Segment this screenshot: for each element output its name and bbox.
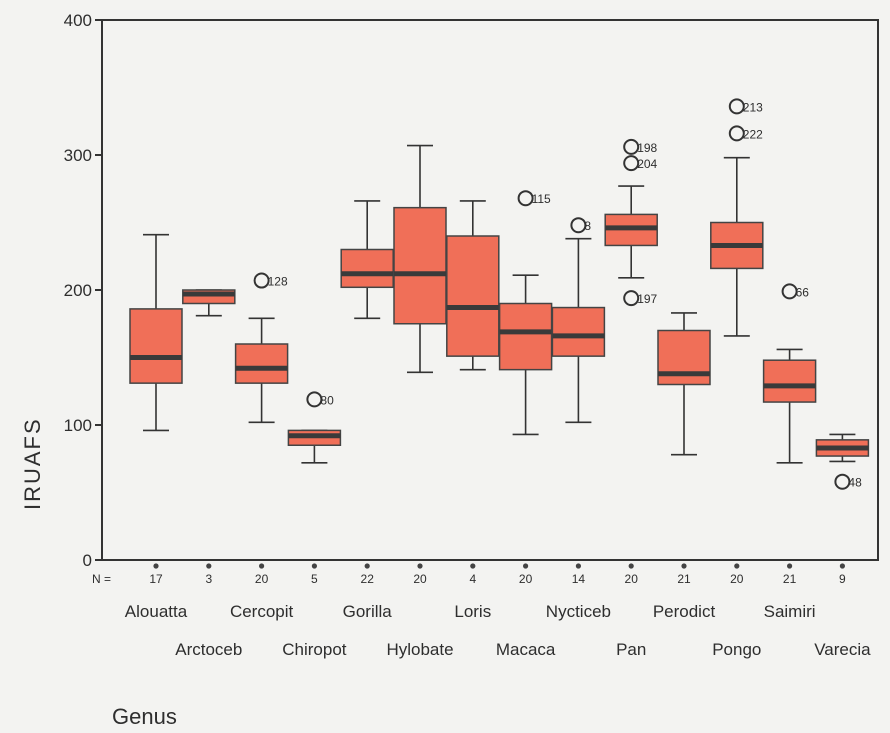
x-tick-label: Alouatta (125, 602, 188, 621)
x-tick-label: Arctoceb (175, 640, 242, 659)
box-pongo: 213 222 (710, 98, 764, 337)
n-dot (575, 563, 582, 569)
outlier-label: 48 (848, 476, 862, 490)
outlier-point (728, 125, 745, 142)
box-nycticeb: 8 (551, 217, 606, 424)
n-value: 21 (783, 572, 797, 586)
box-saimiri: 66 (762, 283, 817, 464)
outlier-point (623, 138, 640, 155)
n-value: 14 (572, 572, 586, 586)
x-tick-label: Macaca (496, 640, 556, 659)
n-dot (417, 563, 423, 569)
outlier-point (517, 190, 534, 207)
n-dot (787, 563, 793, 569)
x-tick-label: Perodict (653, 602, 716, 621)
outlier-label: 128 (268, 275, 288, 289)
n-value: 20 (625, 572, 639, 586)
n-label: N = (92, 572, 111, 586)
iqr-box (393, 206, 447, 325)
n-value: 20 (413, 572, 427, 586)
iqr-box (657, 329, 711, 386)
outlier-point (306, 391, 323, 408)
n-dot (259, 563, 265, 569)
box-pan: 198 204 197 (604, 138, 658, 307)
outlier-point (253, 272, 270, 289)
outlier-label: 222 (743, 127, 763, 141)
n-dot (206, 563, 212, 569)
outlier-label: 115 (532, 192, 551, 206)
x-tick-label: Varecia (814, 640, 871, 659)
x-axis-label: Genus (112, 704, 177, 729)
box-chiropot: 80 (287, 391, 342, 464)
outlier-point (623, 290, 640, 307)
outlier-label: 8 (584, 219, 591, 233)
outlier-label: 198 (637, 141, 657, 155)
iqr-box (551, 306, 606, 357)
outlier-point (834, 473, 851, 490)
box-gorilla (340, 200, 394, 320)
x-tick-label: Chiropot (282, 640, 347, 659)
n-value: 4 (469, 572, 476, 586)
y-tick-label: 200 (64, 281, 92, 300)
outlier-label: 213 (743, 100, 763, 114)
iqr-box (762, 359, 817, 403)
box-arctoceb (182, 289, 236, 317)
n-dot (628, 563, 634, 569)
n-dot (311, 563, 317, 569)
iqr-box (446, 235, 500, 357)
n-value: 20 (730, 572, 744, 586)
x-tick-label: Loris (454, 602, 491, 621)
outlier-point (781, 283, 798, 300)
outlier-point (728, 98, 745, 115)
n-value: 9 (839, 572, 846, 586)
outlier-label: 204 (637, 157, 657, 171)
box-varecia: 48 (815, 433, 870, 490)
n-dot (681, 563, 687, 569)
n-dot (734, 563, 740, 569)
x-tick-label: Pongo (712, 640, 761, 659)
x-tick-label: Nycticeb (546, 602, 611, 621)
outlier-label: 66 (796, 285, 810, 299)
y-axis-label: IRUAFS (20, 417, 45, 510)
n-value: 3 (205, 572, 212, 586)
n-value: 5 (311, 572, 318, 586)
n-value: 20 (519, 572, 533, 586)
y-tick-label: 0 (83, 551, 92, 570)
n-dot (153, 563, 159, 569)
iqr-box (234, 343, 289, 384)
y-tick-label: 300 (64, 146, 92, 165)
x-tick-label: Cercopit (230, 602, 294, 621)
outlier-label: 80 (320, 393, 334, 407)
iqr-box (129, 308, 183, 384)
iqr-box (498, 302, 553, 371)
x-tick-label: Hylobate (386, 640, 453, 659)
y-tick-label: 100 (64, 416, 92, 435)
box-cercopit: 128 (234, 272, 289, 424)
y-tick-label: 400 (64, 11, 92, 30)
n-value: 17 (149, 572, 163, 586)
x-tick-label: Pan (616, 640, 646, 659)
x-tick-label: Saimiri (764, 602, 816, 621)
x-tick-label: Gorilla (343, 602, 393, 621)
n-dot (364, 563, 370, 569)
n-dot (523, 563, 529, 569)
outlier-label: 197 (637, 292, 657, 306)
iqr-box (340, 248, 394, 289)
n-value: 21 (677, 572, 691, 586)
box-perodict (657, 312, 711, 456)
n-value: 22 (361, 572, 375, 586)
box-loris (446, 200, 500, 371)
n-value: 20 (255, 572, 269, 586)
box-macaca: 115 (498, 190, 553, 436)
outlier-point (623, 155, 640, 172)
box-alouatta (129, 233, 183, 432)
n-dot (470, 563, 476, 569)
box-hylobate (393, 144, 447, 374)
outlier-point (570, 217, 587, 234)
n-dot (839, 563, 846, 569)
